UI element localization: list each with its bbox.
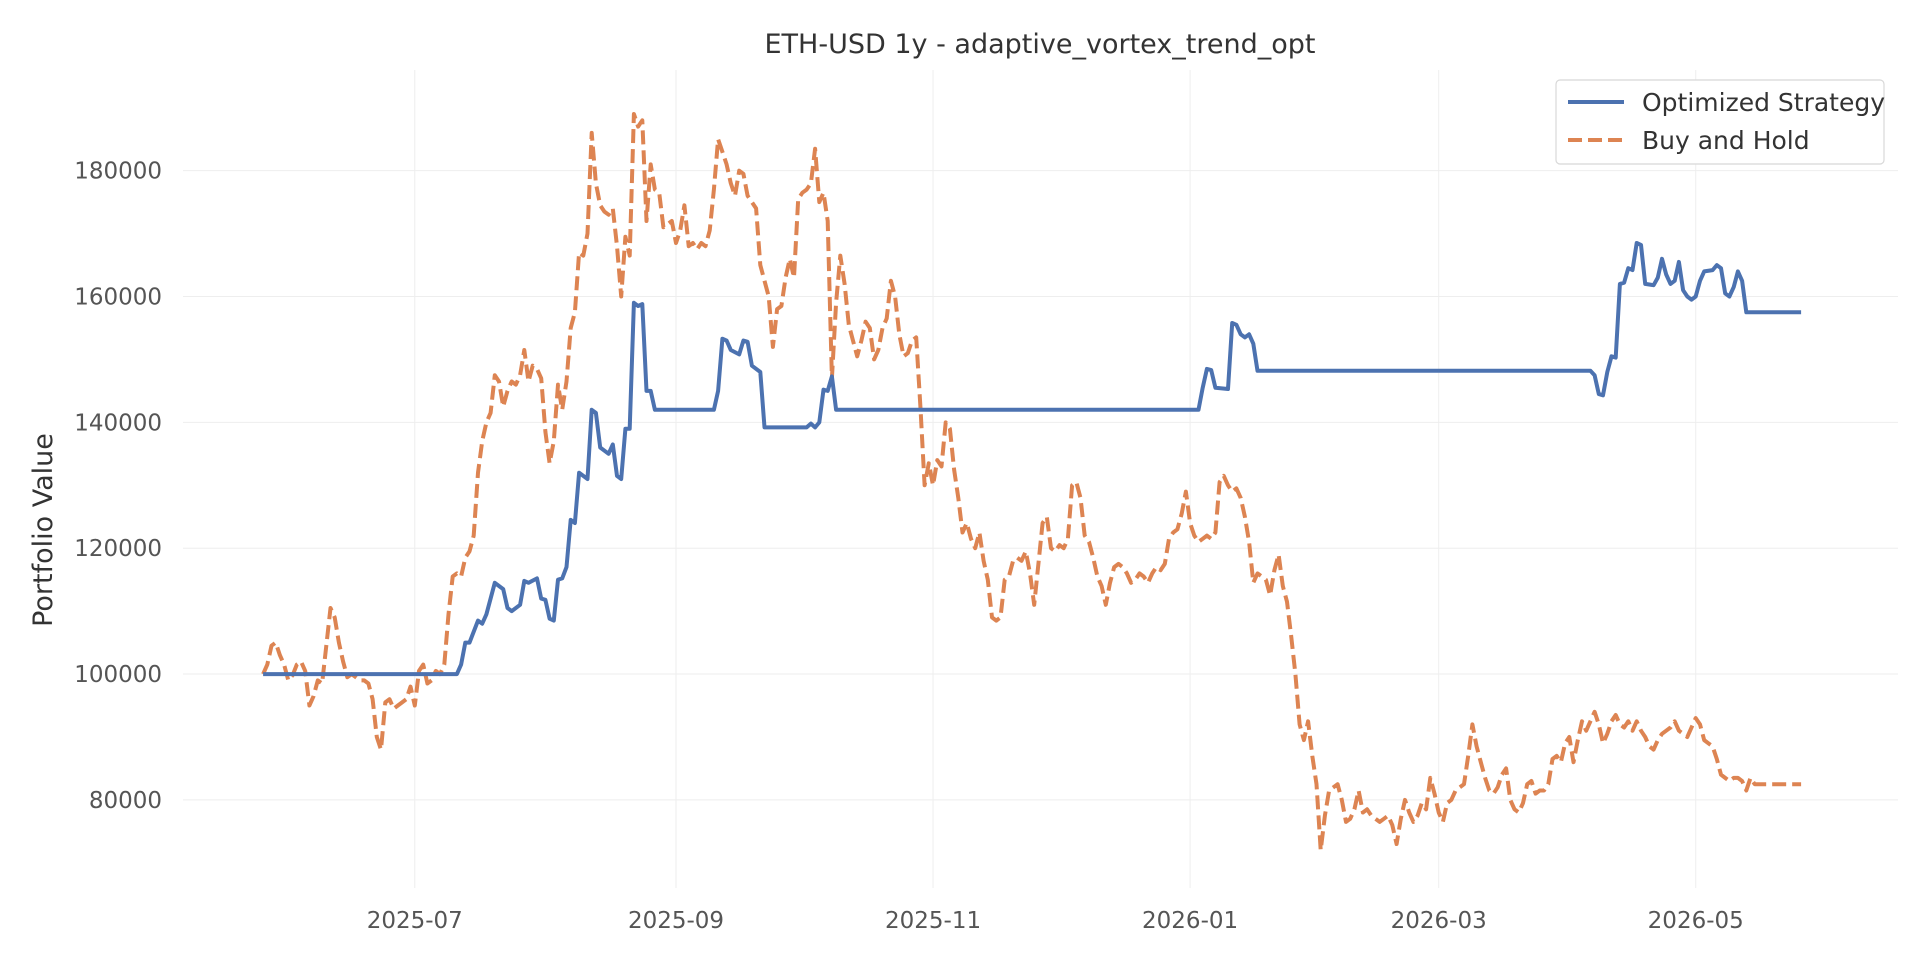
legend-label-optimized-strategy: Optimized Strategy: [1642, 88, 1885, 117]
legend: Optimized Strategy Buy and Hold: [1555, 79, 1885, 165]
y-tick-label: 180000: [74, 159, 162, 185]
series-line-optimized-strategy: [263, 241, 1802, 677]
x-tick-label: 2026-01: [1142, 908, 1238, 934]
x-tick-label: 2025-09: [628, 908, 724, 934]
y-tick-label: 140000: [74, 410, 162, 436]
y-tick-label: 80000: [89, 788, 162, 814]
y-axis-label: Portfolio Value: [28, 433, 59, 627]
y-tick-label: 120000: [74, 536, 162, 562]
y-tick-label: 100000: [74, 662, 162, 688]
y-axis: 80000 100000 120000 140000 160000 180000: [74, 159, 162, 814]
legend-frame: [1555, 79, 1885, 165]
series-layer: [261, 112, 1802, 853]
chart-title: ETH-USD 1y - adaptive_vortex_trend_opt: [765, 29, 1316, 60]
x-tick-label: 2026-03: [1391, 908, 1487, 934]
series-line-buy-and-hold: [261, 112, 1802, 853]
x-axis: 2025-07 2025-09 2025-11 2026-01 2026-03 2026-…: [367, 908, 1744, 934]
legend-label-buy-and-hold: Buy and Hold: [1642, 126, 1810, 155]
x-tick-label: 2025-07: [367, 908, 463, 934]
x-tick-label: 2026-05: [1648, 908, 1744, 934]
y-tick-label: 160000: [74, 285, 162, 311]
x-tick-label: 2025-11: [885, 908, 981, 934]
